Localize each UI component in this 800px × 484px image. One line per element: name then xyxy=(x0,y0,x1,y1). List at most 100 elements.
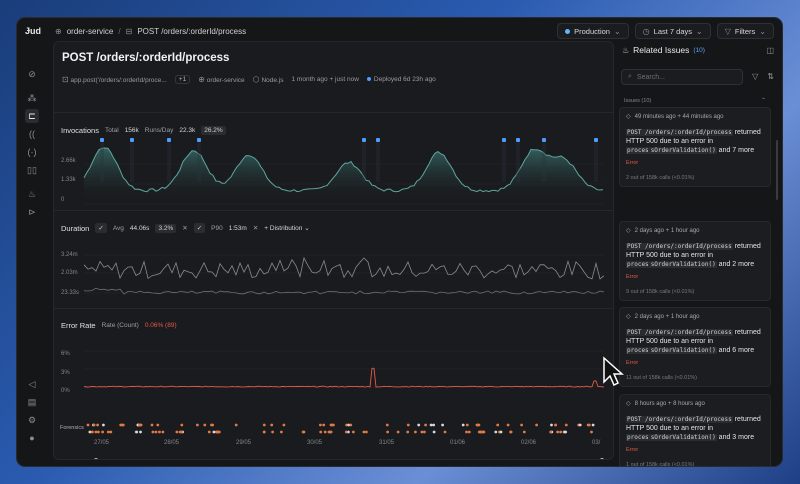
forensics-dot[interactable] xyxy=(319,423,322,427)
forensics-dot[interactable] xyxy=(323,430,327,434)
forensics-dot[interactable] xyxy=(96,423,99,427)
deploy-marker[interactable] xyxy=(516,138,520,142)
forensics-dot[interactable] xyxy=(476,423,480,427)
forensics-dot[interactable] xyxy=(424,423,427,427)
endpoints-icon[interactable]: ⊏ xyxy=(25,109,39,123)
forensics-dot[interactable] xyxy=(102,423,105,427)
forensics-dot[interactable] xyxy=(207,430,211,434)
issue-card[interactable]: ◇ 2 days ago + 1 hour ago POST /orders/:or… xyxy=(619,221,771,301)
filters-button[interactable]: ▽ Filters ⌄ xyxy=(716,23,774,39)
forensics-dot[interactable] xyxy=(414,430,417,434)
forensics-dot[interactable] xyxy=(88,430,92,434)
forensics-dot[interactable] xyxy=(556,430,559,434)
forensics-dot[interactable] xyxy=(386,430,389,434)
forensics-dot[interactable] xyxy=(212,430,216,434)
forensics-dot[interactable] xyxy=(332,423,335,427)
deploy-marker[interactable] xyxy=(167,138,171,142)
forensics-dot[interactable] xyxy=(506,423,510,427)
issues-scrollbar[interactable] xyxy=(776,140,778,200)
forensics-track[interactable] xyxy=(84,422,604,436)
forensics-dot[interactable] xyxy=(429,423,433,427)
forensics-dot[interactable] xyxy=(345,423,348,427)
file-link[interactable]: ⊡ app.post('/orders/:orderId/proce... xyxy=(62,75,167,84)
issue-card[interactable]: ◇ 8 hours ago + 8 hours ago POST /orders/:… xyxy=(619,394,771,466)
gear-icon[interactable]: ⚙ xyxy=(27,415,37,425)
forensics-dot[interactable] xyxy=(270,423,274,427)
forensics-dot[interactable] xyxy=(494,430,498,434)
forensics-dot[interactable] xyxy=(520,423,523,427)
forensics-dot[interactable] xyxy=(101,430,104,434)
forensics-dot[interactable] xyxy=(496,423,500,427)
forensics-dot[interactable] xyxy=(175,430,179,434)
forensics-dot[interactable] xyxy=(180,423,184,427)
slider-handle-end[interactable] xyxy=(600,458,604,460)
forensics-dot[interactable] xyxy=(154,430,158,434)
forensics-dot[interactable] xyxy=(423,430,426,434)
megaphone-icon[interactable]: ◁ xyxy=(28,379,36,389)
deploy-marker[interactable] xyxy=(376,138,380,142)
forensics-dot[interactable] xyxy=(271,430,274,434)
deploy-marker[interactable] xyxy=(100,138,104,142)
environment-select[interactable]: Production ⌄ xyxy=(557,23,629,39)
forensics-dot[interactable] xyxy=(119,423,123,427)
duration-chart[interactable] xyxy=(83,247,605,302)
invocations-chart[interactable] xyxy=(83,138,604,205)
forensics-dot[interactable] xyxy=(465,430,468,434)
forensics-dot[interactable] xyxy=(156,423,160,427)
forensics-dot[interactable] xyxy=(396,430,400,434)
forensics-dot[interactable] xyxy=(319,430,323,434)
docs-icon[interactable]: ▤ xyxy=(27,397,37,407)
brackets-icon[interactable]: (( xyxy=(29,129,35,139)
sort-icon[interactable]: ⇅ xyxy=(767,72,774,81)
forensics-dot[interactable] xyxy=(441,423,444,427)
forensics-dot[interactable] xyxy=(443,430,447,434)
forensics-dot[interactable] xyxy=(329,423,333,427)
slider-handle-start[interactable] xyxy=(94,458,98,460)
forensics-dot[interactable] xyxy=(150,423,154,427)
forensics-dot[interactable] xyxy=(262,430,266,434)
forensics-dot[interactable] xyxy=(482,430,486,434)
search-input[interactable]: ⌕ Search... xyxy=(621,69,743,85)
forensics-dot[interactable] xyxy=(509,430,513,434)
forensics-dot[interactable] xyxy=(554,423,557,427)
close-icon[interactable]: ✕ xyxy=(182,225,188,232)
forensics-dot[interactable] xyxy=(121,423,125,427)
deploy-marker[interactable] xyxy=(542,138,546,142)
issue-card[interactable]: ◇ 49 minutes ago + 44 minutes ago POST /or… xyxy=(619,107,771,187)
flame-icon[interactable]: ♨ xyxy=(27,189,37,199)
forensics-dot[interactable] xyxy=(216,430,220,434)
forensics-dot[interactable] xyxy=(420,430,424,434)
avatar[interactable]: ● xyxy=(29,433,35,443)
compass-icon[interactable]: ⊘ xyxy=(28,69,36,79)
forensics-dot[interactable] xyxy=(94,430,98,434)
forensics-dot[interactable] xyxy=(535,423,538,427)
forensics-dot[interactable] xyxy=(234,423,238,427)
deploy-marker[interactable] xyxy=(362,138,366,142)
forensics-dot[interactable] xyxy=(406,423,410,427)
forensics-dot[interactable] xyxy=(591,423,595,427)
forensics-dot[interactable] xyxy=(578,423,582,427)
forensics-dot[interactable] xyxy=(161,430,165,434)
deploy-marker[interactable] xyxy=(502,138,506,142)
forensics-dot[interactable] xyxy=(97,430,100,434)
forensics-dot[interactable] xyxy=(362,430,366,434)
forensics-dot[interactable] xyxy=(432,430,436,434)
forensics-dot[interactable] xyxy=(347,430,350,434)
p90-checkbox[interactable]: ✓ xyxy=(193,223,206,233)
forensics-dot[interactable] xyxy=(203,423,207,427)
forensics-dot[interactable] xyxy=(477,430,481,434)
forensics-dot[interactable] xyxy=(139,423,143,427)
forensics-dot[interactable] xyxy=(280,430,283,434)
forensics-dot[interactable] xyxy=(196,423,199,427)
forensics-dot[interactable] xyxy=(465,423,469,427)
collapse-panel-icon[interactable]: ◫ xyxy=(766,46,774,55)
forensics-dot[interactable] xyxy=(151,430,155,434)
deploy-marker[interactable] xyxy=(594,138,598,142)
forensics-dot[interactable] xyxy=(139,430,142,434)
clusters-icon[interactable]: ⁂ xyxy=(27,93,37,103)
forensics-dot[interactable] xyxy=(432,423,435,427)
forensics-dot[interactable] xyxy=(262,423,266,427)
breadcrumb-service[interactable]: order-service xyxy=(66,27,114,36)
forensics-dot[interactable] xyxy=(344,430,348,434)
forensics-dot[interactable] xyxy=(91,430,94,434)
